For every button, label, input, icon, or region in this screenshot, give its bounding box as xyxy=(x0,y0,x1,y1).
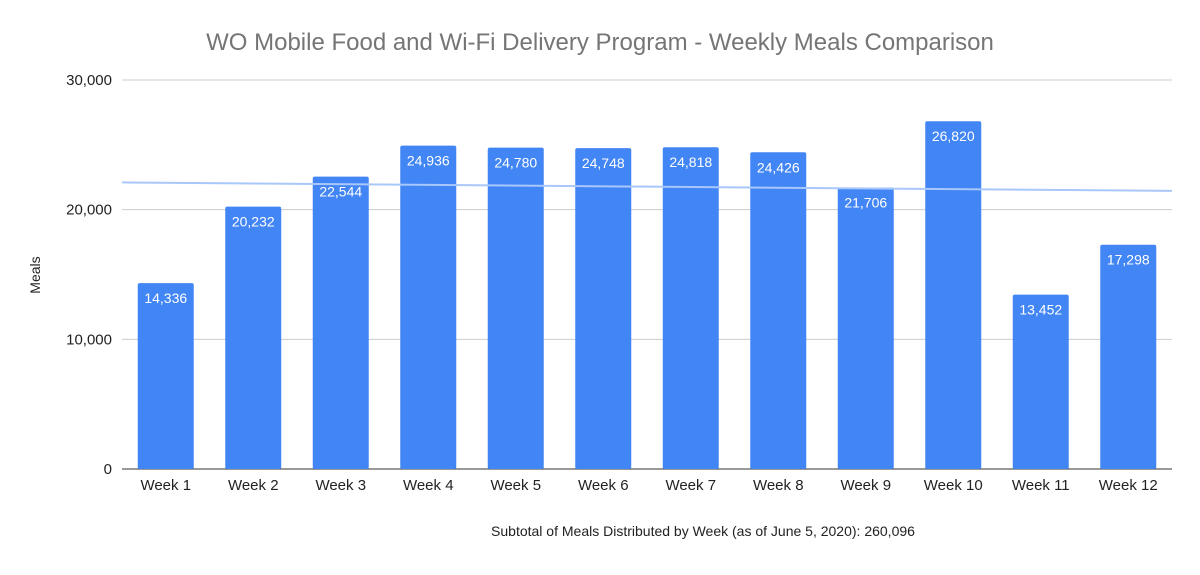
x-axis-label: Subtotal of Meals Distributed by Week (a… xyxy=(491,523,915,539)
x-tick-label: Week 9 xyxy=(840,477,891,494)
bar-value-label: 24,426 xyxy=(757,159,800,175)
x-tick-label: Week 2 xyxy=(228,477,279,494)
bar-value-label: 13,452 xyxy=(1019,302,1062,318)
bar-value-label: 21,706 xyxy=(844,195,887,211)
y-tick-label: 0 xyxy=(104,461,112,478)
x-tick-label: Week 12 xyxy=(1099,477,1158,494)
bar xyxy=(225,206,282,470)
bar-value-label: 20,232 xyxy=(232,214,275,230)
chart-title: WO Mobile Food and Wi-Fi Delivery Progra… xyxy=(206,29,994,56)
y-tick-label: 20,000 xyxy=(66,202,112,219)
bar-value-label: 22,544 xyxy=(319,184,362,200)
y-tick-label: 30,000 xyxy=(66,72,112,89)
x-tick-label: Week 3 xyxy=(315,477,366,494)
bars xyxy=(137,121,1157,470)
y-axis-label: Meals xyxy=(27,256,43,293)
x-tick-label: Week 1 xyxy=(140,477,191,494)
y-tick-label: 10,000 xyxy=(66,331,112,348)
x-tick-label: Week 7 xyxy=(665,477,716,494)
bar-value-label: 14,336 xyxy=(144,290,187,306)
bar xyxy=(1012,294,1069,469)
bar xyxy=(487,147,544,469)
x-tick-label: Week 8 xyxy=(753,477,804,494)
data-labels: 14,336 20,232 22,544 24,936 24,780 24,748 24,8… xyxy=(144,128,1150,317)
x-tick-label: Week 11 xyxy=(1012,477,1070,494)
bar xyxy=(662,147,719,469)
bar xyxy=(137,283,194,469)
trendline xyxy=(121,181,1173,192)
x-tick-label: Week 6 xyxy=(578,477,629,494)
bar-value-label: 24,748 xyxy=(582,155,625,171)
bar xyxy=(400,145,457,469)
x-tick-label: Week 10 xyxy=(924,477,983,494)
bar xyxy=(837,187,894,469)
y-axis-ticks: 0 10,000 20,000 30,000 xyxy=(66,72,112,478)
gridlines xyxy=(122,79,1172,470)
bar xyxy=(925,121,982,469)
bar xyxy=(1100,244,1157,469)
bar xyxy=(750,152,807,470)
bar-value-label: 24,780 xyxy=(494,155,537,171)
x-tick-label: Week 5 xyxy=(490,477,541,494)
bar xyxy=(575,148,632,469)
bar-value-label: 26,820 xyxy=(932,128,975,144)
bar xyxy=(312,176,369,469)
x-axis-ticks: Week 1 Week 2 Week 3 Week 4 Week 5 Week 6 Week… xyxy=(140,477,1157,494)
bar-value-label: 24,818 xyxy=(669,154,712,170)
bar-value-label: 17,298 xyxy=(1107,252,1150,268)
bar-value-label: 24,936 xyxy=(407,153,450,169)
x-tick-label: Week 4 xyxy=(403,477,454,494)
